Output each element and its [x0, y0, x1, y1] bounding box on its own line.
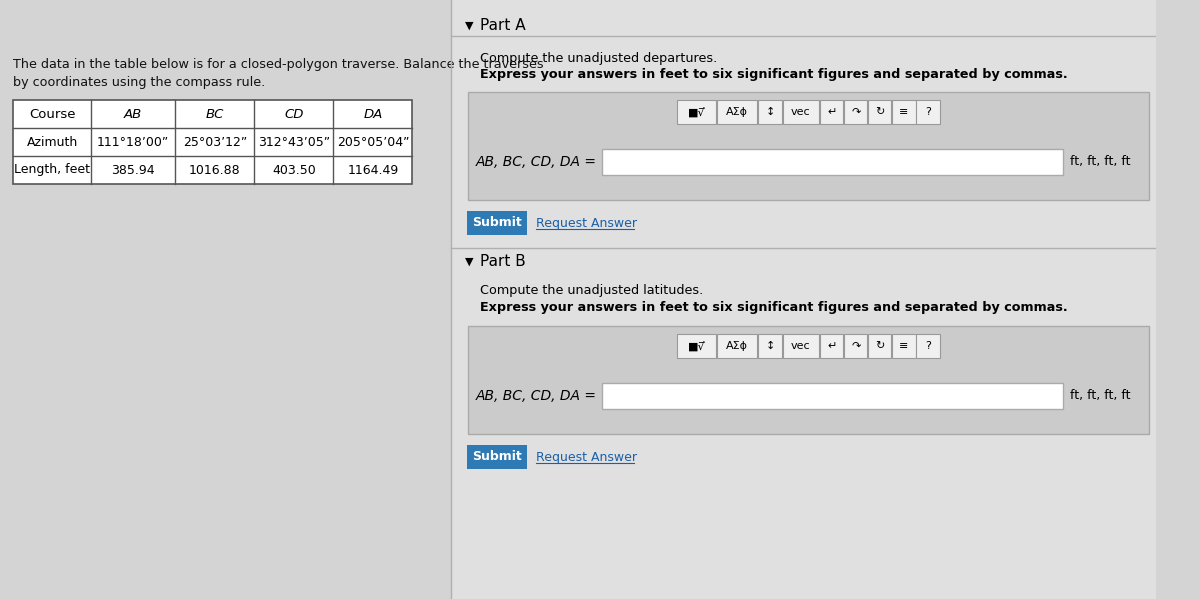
FancyBboxPatch shape [451, 0, 1157, 599]
Text: ft, ft, ft, ft: ft, ft, ft, ft [1069, 156, 1130, 168]
FancyBboxPatch shape [917, 100, 940, 124]
Text: Request Answer: Request Answer [536, 216, 637, 229]
Text: Express your answers in feet to six significant figures and separated by commas.: Express your answers in feet to six sign… [480, 68, 1068, 81]
Text: ■√̅: ■√̅ [688, 107, 706, 117]
FancyBboxPatch shape [602, 149, 1063, 175]
Text: AΣϕ: AΣϕ [726, 341, 749, 351]
Text: 111°18’00”: 111°18’00” [97, 135, 169, 149]
FancyBboxPatch shape [893, 100, 916, 124]
FancyBboxPatch shape [0, 0, 451, 599]
Text: ▼: ▼ [464, 21, 473, 31]
Text: 385.94: 385.94 [112, 164, 155, 177]
FancyBboxPatch shape [468, 326, 1148, 434]
FancyBboxPatch shape [716, 334, 757, 358]
Text: vec: vec [791, 107, 811, 117]
FancyBboxPatch shape [468, 92, 1148, 200]
Text: AΣϕ: AΣϕ [726, 107, 749, 117]
Text: ↕: ↕ [766, 341, 775, 351]
Text: ft, ft, ft, ft: ft, ft, ft, ft [1069, 389, 1130, 403]
FancyBboxPatch shape [869, 100, 892, 124]
Text: ■√̅: ■√̅ [688, 341, 706, 351]
Text: 25°03’12”: 25°03’12” [182, 135, 247, 149]
Text: ≡: ≡ [899, 107, 908, 117]
Text: DA: DA [364, 107, 383, 120]
FancyBboxPatch shape [602, 383, 1063, 409]
Text: Part A: Part A [480, 19, 526, 34]
Bar [13, 100, 413, 184]
Text: ↵: ↵ [827, 341, 836, 351]
Text: Part B: Part B [480, 255, 526, 270]
Text: Request Answer: Request Answer [536, 450, 637, 464]
FancyBboxPatch shape [893, 334, 916, 358]
FancyBboxPatch shape [782, 334, 820, 358]
Text: vec: vec [791, 341, 811, 351]
FancyBboxPatch shape [467, 445, 527, 469]
Text: Course: Course [29, 107, 76, 120]
FancyBboxPatch shape [716, 100, 757, 124]
FancyBboxPatch shape [844, 334, 868, 358]
Text: Length, feet: Length, feet [14, 164, 90, 177]
Text: 312°43’05”: 312°43’05” [258, 135, 330, 149]
Text: ↷: ↷ [851, 107, 860, 117]
Text: Azimuth: Azimuth [26, 135, 78, 149]
Text: by coordinates using the compass rule.: by coordinates using the compass rule. [13, 76, 265, 89]
Text: ?: ? [925, 341, 931, 351]
FancyBboxPatch shape [678, 334, 716, 358]
Text: AB, BC, CD, DA =: AB, BC, CD, DA = [476, 389, 598, 403]
Text: ?: ? [925, 107, 931, 117]
Text: ↕: ↕ [766, 107, 775, 117]
Text: Compute the unadjusted latitudes.: Compute the unadjusted latitudes. [480, 284, 703, 297]
Text: BC: BC [205, 107, 224, 120]
Text: 403.50: 403.50 [272, 164, 316, 177]
FancyBboxPatch shape [678, 100, 716, 124]
Text: AB, BC, CD, DA =: AB, BC, CD, DA = [476, 155, 598, 169]
Text: Express your answers in feet to six significant figures and separated by commas.: Express your answers in feet to six sign… [480, 301, 1068, 314]
FancyBboxPatch shape [758, 334, 781, 358]
FancyBboxPatch shape [844, 100, 868, 124]
Text: Submit: Submit [473, 450, 522, 464]
Text: ▼: ▼ [464, 257, 473, 267]
FancyBboxPatch shape [869, 334, 892, 358]
Text: CD: CD [284, 107, 304, 120]
Text: ≡: ≡ [899, 341, 908, 351]
Text: The data in the table below is for a closed-polygon traverse. Balance the traver: The data in the table below is for a clo… [13, 58, 544, 71]
FancyBboxPatch shape [820, 100, 844, 124]
Text: 1016.88: 1016.88 [190, 164, 241, 177]
Text: ↷: ↷ [851, 341, 860, 351]
Text: 205°05’04”: 205°05’04” [337, 135, 409, 149]
FancyBboxPatch shape [467, 211, 527, 235]
FancyBboxPatch shape [917, 334, 940, 358]
FancyBboxPatch shape [782, 100, 820, 124]
Text: Submit: Submit [473, 216, 522, 229]
FancyBboxPatch shape [758, 100, 781, 124]
Text: Compute the unadjusted departures.: Compute the unadjusted departures. [480, 52, 718, 65]
Text: ↵: ↵ [827, 107, 836, 117]
Text: ↻: ↻ [875, 107, 884, 117]
Text: AB: AB [124, 107, 142, 120]
FancyBboxPatch shape [820, 334, 844, 358]
Text: 1164.49: 1164.49 [347, 164, 398, 177]
Text: ↻: ↻ [875, 341, 884, 351]
